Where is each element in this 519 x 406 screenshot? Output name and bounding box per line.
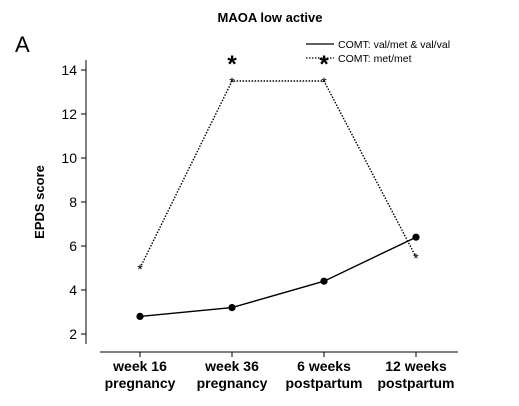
series-line-2 <box>139 80 417 269</box>
x-tick-label: 6 weeks postpartum <box>286 358 363 391</box>
x-tick-label: week 16 pregnancy <box>105 358 176 391</box>
legend-label-series-2: COMT: met/met <box>338 53 412 65</box>
y-tick-label: 2 <box>69 326 77 342</box>
data-marks: ** *** * <box>136 51 420 320</box>
significance-marker: * <box>319 51 329 78</box>
y-tick-label: 8 <box>69 194 77 210</box>
data-point-series-2: * <box>137 261 143 277</box>
panel-label: A <box>15 32 30 57</box>
legend: COMT: val/met & val/val COMT: met/met <box>306 39 450 65</box>
chart-title: MAOA low active <box>218 10 323 25</box>
y-tick-label: 14 <box>61 62 77 78</box>
x-tick-label: 12 weeks postpartum <box>378 358 455 391</box>
data-point-series-2: * <box>413 250 419 266</box>
y-tick-label: 10 <box>61 150 77 166</box>
y-tick-label: 12 <box>61 106 77 122</box>
data-point-series-1 <box>228 304 236 312</box>
y-tick-label: 4 <box>69 282 77 298</box>
significance-marker: * <box>227 51 237 78</box>
series-line-1 <box>139 236 417 318</box>
data-point-series-2: * <box>321 74 327 90</box>
legend-label-series-1: COMT: val/met & val/val <box>338 39 450 51</box>
data-point-series-2: * <box>229 74 235 90</box>
y-axis-label: EPDS score <box>32 165 47 239</box>
axes: 2 4 6 8 10 12 14 week 16 pregnancy week 36 pregnan… <box>61 60 458 391</box>
x-tick-label: week 36 pregnancy <box>197 358 268 391</box>
data-point-series-1 <box>320 277 328 285</box>
data-point-series-1 <box>136 312 144 320</box>
y-tick-label: 6 <box>69 238 77 254</box>
data-point-series-1 <box>412 233 420 241</box>
